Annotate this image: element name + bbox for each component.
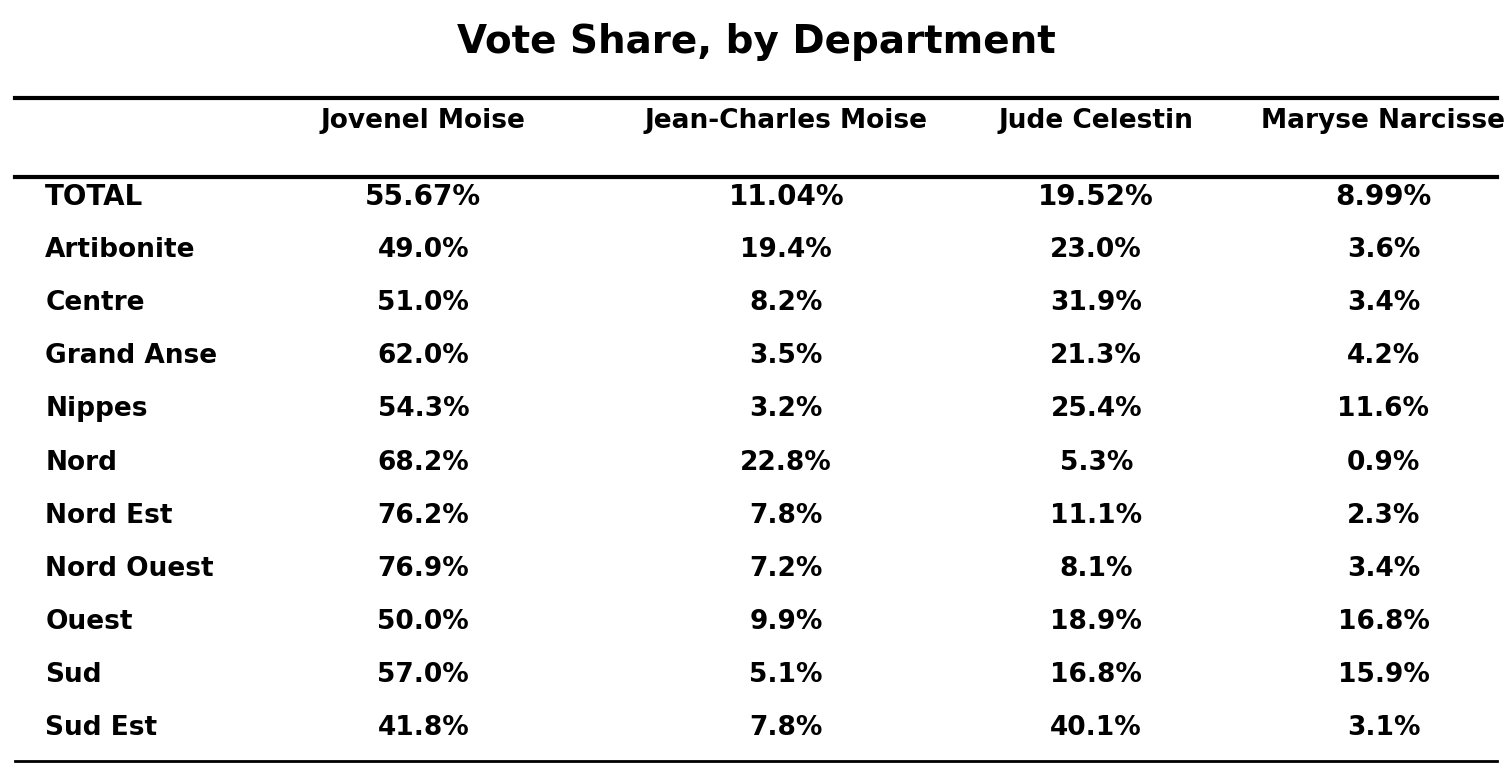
Text: 3.5%: 3.5% — [750, 343, 823, 370]
Text: 76.9%: 76.9% — [378, 555, 469, 582]
Text: 15.9%: 15.9% — [1338, 661, 1429, 688]
Text: 40.1%: 40.1% — [1051, 714, 1142, 741]
Text: 41.8%: 41.8% — [378, 714, 469, 741]
Text: 19.4%: 19.4% — [741, 237, 832, 264]
Text: 68.2%: 68.2% — [378, 449, 469, 476]
Text: 18.9%: 18.9% — [1051, 608, 1142, 635]
Text: 76.2%: 76.2% — [378, 502, 469, 529]
Text: 21.3%: 21.3% — [1051, 343, 1142, 370]
Text: Jovenel Moise: Jovenel Moise — [321, 108, 526, 134]
Text: 54.3%: 54.3% — [378, 396, 469, 423]
Text: 50.0%: 50.0% — [378, 608, 469, 635]
Text: 22.8%: 22.8% — [741, 449, 832, 476]
Text: 31.9%: 31.9% — [1051, 290, 1142, 317]
Text: 19.52%: 19.52% — [1039, 183, 1154, 211]
Text: 4.2%: 4.2% — [1347, 343, 1420, 370]
Text: 62.0%: 62.0% — [378, 343, 469, 370]
Text: 3.2%: 3.2% — [750, 396, 823, 423]
Text: Jean-Charles Moise: Jean-Charles Moise — [644, 108, 928, 134]
Text: 7.8%: 7.8% — [750, 502, 823, 529]
Text: Sud: Sud — [45, 661, 101, 688]
Text: TOTAL: TOTAL — [45, 183, 144, 211]
Text: Vote Share, by Department: Vote Share, by Department — [457, 23, 1055, 62]
Text: 9.9%: 9.9% — [750, 608, 823, 635]
Text: 7.8%: 7.8% — [750, 714, 823, 741]
Text: Centre: Centre — [45, 290, 145, 317]
Text: 55.67%: 55.67% — [366, 183, 481, 211]
Text: Nord Est: Nord Est — [45, 502, 172, 529]
Text: 23.0%: 23.0% — [1051, 237, 1142, 264]
Text: 16.8%: 16.8% — [1051, 661, 1142, 688]
Text: 11.6%: 11.6% — [1338, 396, 1429, 423]
Text: Nord: Nord — [45, 449, 118, 476]
Text: Nippes: Nippes — [45, 396, 148, 423]
Text: 2.3%: 2.3% — [1347, 502, 1420, 529]
Text: 3.6%: 3.6% — [1347, 237, 1420, 264]
Text: Sud Est: Sud Est — [45, 714, 157, 741]
Text: Ouest: Ouest — [45, 608, 133, 635]
Text: Artibonite: Artibonite — [45, 237, 197, 264]
Text: 0.9%: 0.9% — [1347, 449, 1420, 476]
Text: 8.1%: 8.1% — [1060, 555, 1132, 582]
Text: 16.8%: 16.8% — [1338, 608, 1429, 635]
Text: Nord Ouest: Nord Ouest — [45, 555, 215, 582]
Text: 11.04%: 11.04% — [729, 183, 844, 211]
Text: 8.2%: 8.2% — [750, 290, 823, 317]
Text: Grand Anse: Grand Anse — [45, 343, 218, 370]
Text: 3.4%: 3.4% — [1347, 555, 1420, 582]
Text: 7.2%: 7.2% — [750, 555, 823, 582]
Text: 57.0%: 57.0% — [378, 661, 469, 688]
Text: 8.99%: 8.99% — [1335, 183, 1432, 211]
Text: Maryse Narcisse: Maryse Narcisse — [1261, 108, 1506, 134]
Text: 5.3%: 5.3% — [1060, 449, 1132, 476]
Text: Jude Celestin: Jude Celestin — [999, 108, 1193, 134]
Text: 51.0%: 51.0% — [378, 290, 469, 317]
Text: 5.1%: 5.1% — [750, 661, 823, 688]
Text: 25.4%: 25.4% — [1051, 396, 1142, 423]
Text: 11.1%: 11.1% — [1051, 502, 1142, 529]
Text: 3.1%: 3.1% — [1347, 714, 1420, 741]
Text: 3.4%: 3.4% — [1347, 290, 1420, 317]
Text: 49.0%: 49.0% — [378, 237, 469, 264]
